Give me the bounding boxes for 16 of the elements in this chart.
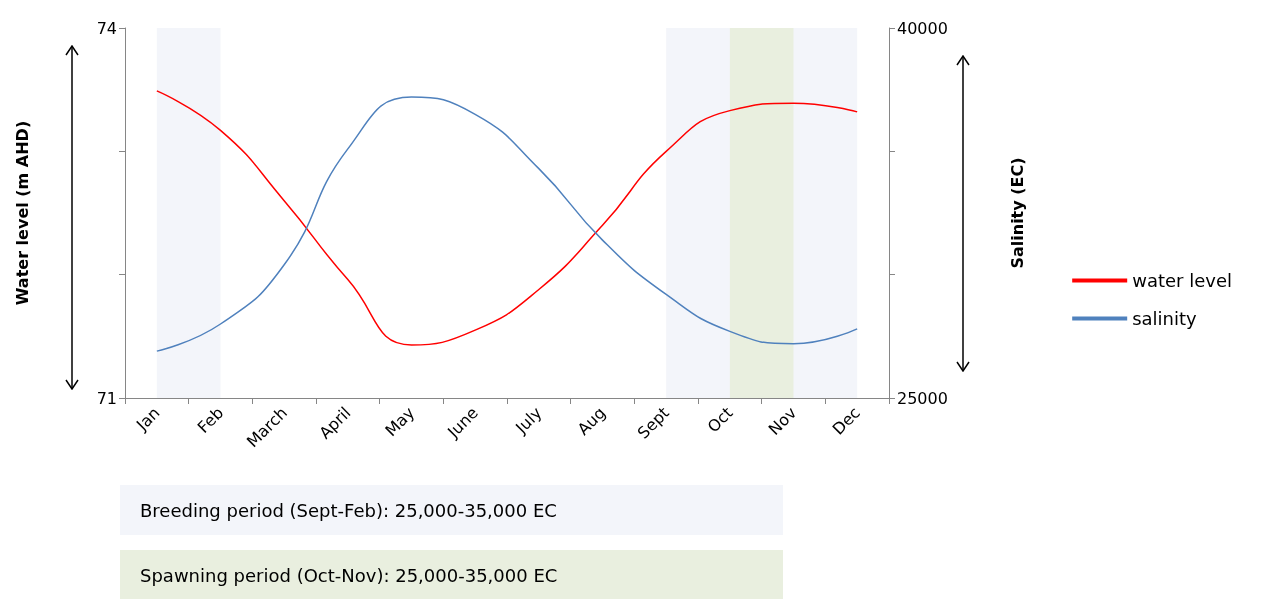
y2-tick-label: 25000 — [897, 388, 948, 408]
y-axis-title: Water level (m AHD) — [12, 120, 32, 306]
x-tick-label: Feb — [193, 403, 228, 437]
x-tick-label: Jan — [131, 403, 164, 435]
x-tick-label: Dec — [828, 403, 864, 439]
text: Spawning period (Oct-Nov): 25,000-35,000 EC — [140, 564, 558, 586]
x-tick-label: Aug — [573, 403, 610, 439]
legend-label: water level — [1132, 270, 1232, 291]
y-tick-label: 74 — [96, 18, 117, 38]
y-tick-label: 71 — [96, 388, 117, 408]
legend-label: salinity — [1132, 308, 1198, 329]
text: Breeding period (Sept-Feb): 25,000-35,000 EC — [140, 499, 557, 521]
x-tick-label: Nov — [764, 403, 801, 439]
x-tick-label: Oct — [703, 403, 737, 437]
y2-tick-label: 40000 — [897, 18, 948, 38]
y2-axis-title: Salinity (EC) — [1007, 157, 1027, 269]
